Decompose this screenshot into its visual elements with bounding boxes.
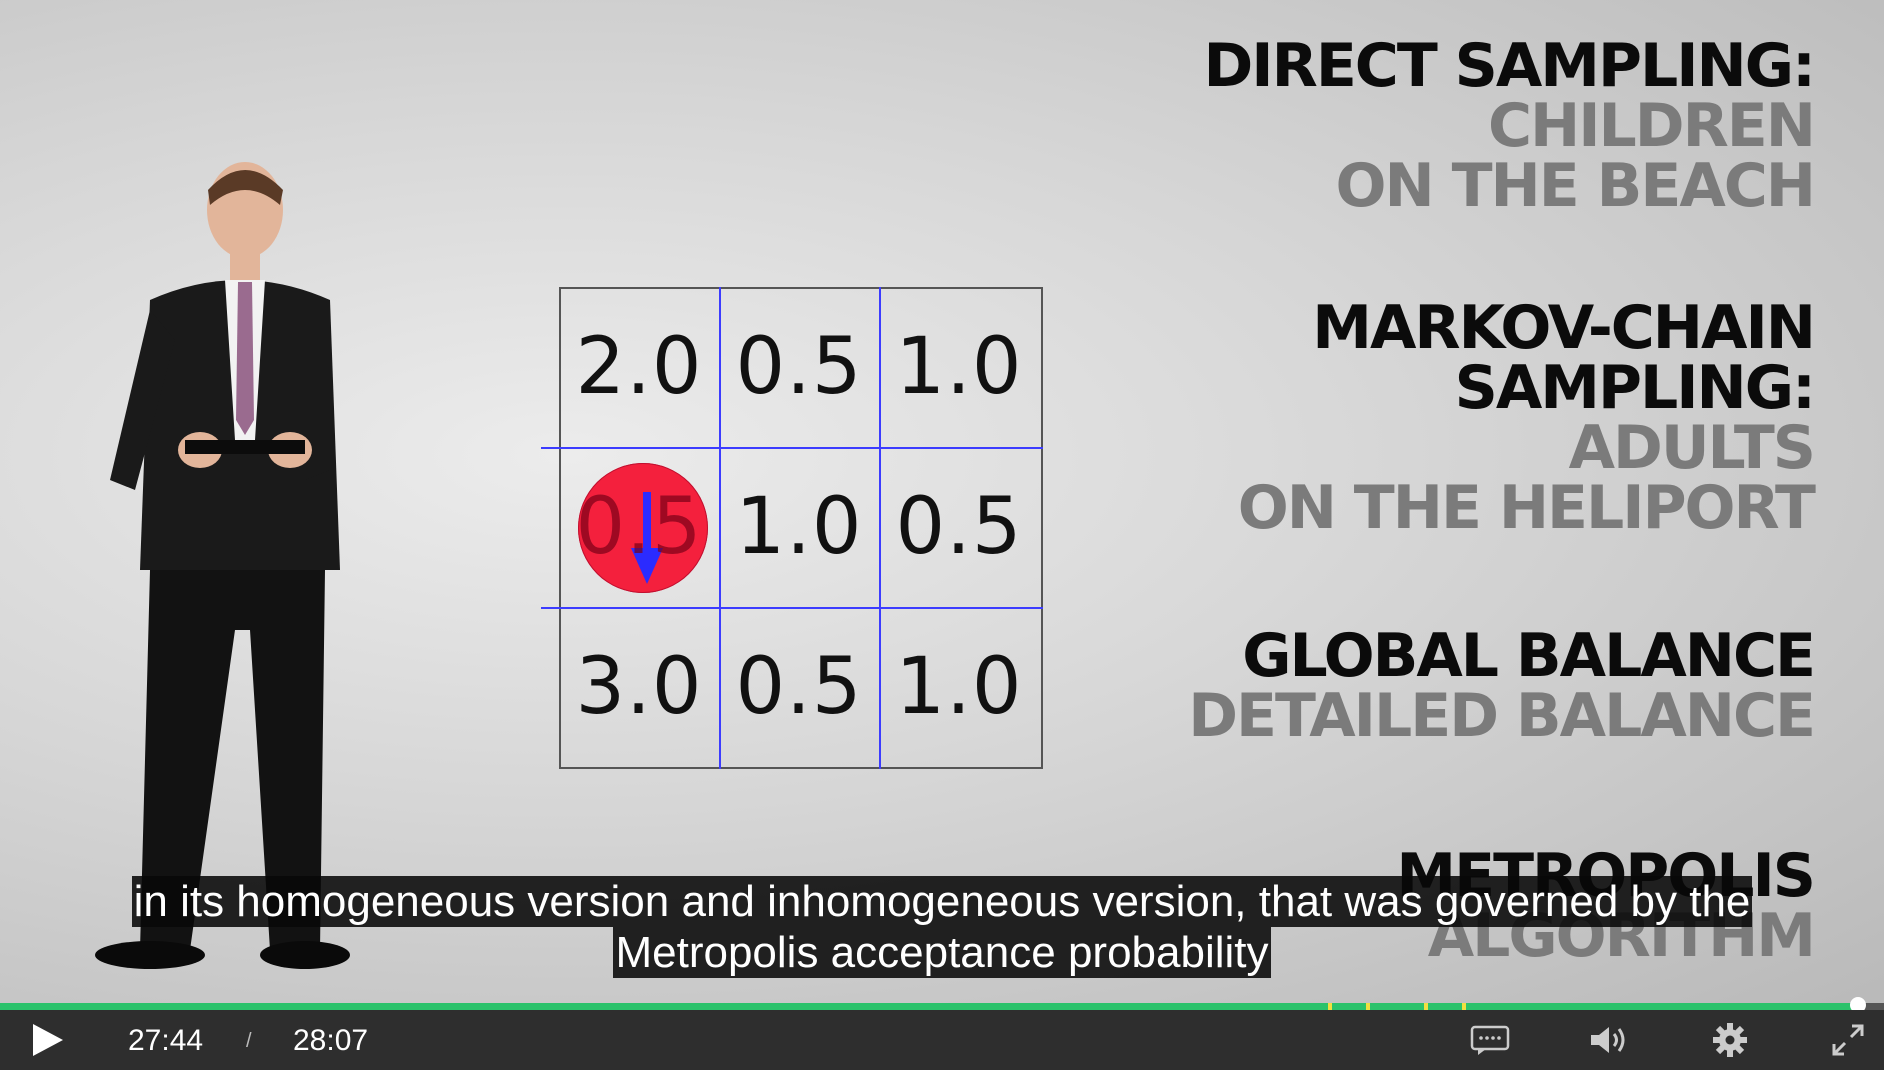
grid-cell: 0.5	[895, 482, 1023, 572]
heading-subtitle: CHILDREN	[1487, 91, 1816, 161]
grid-cell: 0.5	[735, 642, 863, 732]
chapter-marker[interactable]	[1424, 1003, 1428, 1010]
grid-line	[541, 447, 1043, 449]
play-icon	[33, 1024, 63, 1056]
fullscreen-icon	[1832, 1024, 1864, 1056]
chapter-marker[interactable]	[1328, 1003, 1332, 1010]
progress-handle[interactable]	[1850, 997, 1866, 1013]
grid-cell: 2.0	[575, 322, 703, 412]
captions-icon	[1470, 1025, 1510, 1055]
heading-subtitle: DETAILED BALANCE	[1188, 681, 1816, 751]
grid-cell: 1.0	[895, 322, 1023, 412]
caption-line: Metropolis acceptance probability	[613, 927, 1271, 978]
heading-title: GLOBAL BALANCE	[1242, 621, 1816, 691]
volume-icon	[1591, 1027, 1625, 1053]
chapter-marker[interactable]	[1366, 1003, 1370, 1010]
captions-button[interactable]	[1466, 1010, 1514, 1070]
grid-cell: 1.0	[735, 482, 863, 572]
grid-frame	[559, 287, 1043, 769]
heading-title: DIRECT SAMPLING:	[1203, 31, 1816, 101]
caption-line: in its homogeneous version and inhomogen…	[131, 876, 1753, 927]
control-bar: 27:44 / 28:07	[0, 1010, 1884, 1070]
settings-button[interactable]	[1706, 1010, 1754, 1070]
heading-direct-sampling: DIRECT SAMPLING: CHILDREN ON THE BEACH	[1188, 31, 1816, 221]
grid-cell: 0.5	[735, 322, 863, 412]
video-frame[interactable]: 2.0 0.5 1.0 0.5 1.0 0.5 3.0 0.5 1.0 DIRE…	[0, 0, 1884, 1010]
heading-subtitle: ON THE BEACH	[1335, 151, 1816, 221]
current-time: 27:44	[128, 1024, 204, 1057]
play-button[interactable]	[20, 1010, 76, 1070]
heading-title: MARKOV-CHAIN	[1312, 293, 1816, 363]
presenter-figure	[95, 162, 350, 969]
heading-balance: GLOBAL BALANCE DETAILED BALANCE	[1188, 621, 1816, 751]
duration: 28:07	[293, 1024, 369, 1057]
grid-cell: 3.0	[575, 642, 703, 732]
progress-bar[interactable]	[0, 997, 1884, 1013]
settings-icon	[1713, 1023, 1747, 1057]
move-arrow-icon	[631, 492, 663, 584]
probability-grid: 2.0 0.5 1.0 0.5 1.0 0.5 3.0 0.5 1.0	[541, 287, 1043, 769]
grid-cell: 1.0	[895, 642, 1023, 732]
progress-played	[0, 1003, 1858, 1010]
chapter-marker[interactable]	[1462, 1003, 1466, 1010]
heading-subtitle: ON THE HELIPORT	[1237, 473, 1816, 543]
time-separator: /	[246, 1030, 252, 1052]
heading-markov-chain: MARKOV-CHAIN SAMPLING: ADULTS ON THE HEL…	[1188, 293, 1816, 543]
grid-cell: 0.5	[575, 482, 703, 572]
grid-line	[719, 287, 721, 769]
volume-button[interactable]	[1585, 1010, 1633, 1070]
slide-headings: DIRECT SAMPLING: CHILDREN ON THE BEACH M…	[1188, 31, 1816, 966]
captions-overlay: in its homogeneous version and inhomogen…	[0, 876, 1884, 978]
grid-line	[541, 607, 1043, 609]
heading-subtitle: ADULTS	[1568, 413, 1816, 483]
fullscreen-button[interactable]	[1826, 1010, 1870, 1070]
heading-title: SAMPLING:	[1454, 353, 1816, 423]
grid-line	[879, 287, 881, 769]
